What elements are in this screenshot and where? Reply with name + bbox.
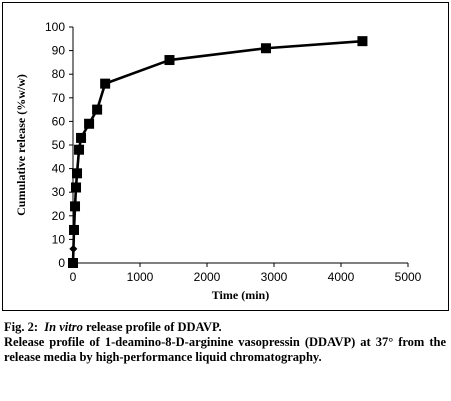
caption-title-line: Fig. 2: In vitro release profile of DDAV… [4,320,446,335]
y-tick-label: 70 [52,91,66,105]
y-axis-title: Cumulative release (%w/w) [14,74,28,216]
caption-fig-label: Fig. 2: [4,320,39,334]
x-tick-label: 2000 [194,270,221,284]
y-tick-label: 40 [52,162,66,176]
data-point-marker [70,201,81,212]
caption-description: Release profile of 1-deamino-8-D-arginin… [4,335,446,364]
y-tick-label: 90 [52,44,66,58]
figure-frame: 0 10 20 30 40 50 60 70 80 90 100 0 1000 2000 3000 4000 5… [2,2,449,311]
data-point-marker [164,55,175,66]
series-line [71,39,363,264]
data-point-marker [76,132,87,143]
data-point-marker [74,144,85,155]
y-tick-label: 10 [52,232,66,246]
x-tick-label: 3000 [261,270,288,284]
series-layer [68,36,368,268]
caption-title-italic: In vitro [44,320,83,334]
data-point-marker [92,104,103,115]
x-tick-label: 1000 [127,270,154,284]
data-point-marker [69,224,80,235]
y-tick-label: 100 [45,20,65,34]
x-axis-title: Time (min) [212,288,269,302]
data-point-marker [68,258,78,268]
y-tick-label: 20 [52,209,66,223]
figure-caption: Fig. 2: In vitro release profile of DDAV… [4,320,446,365]
data-point-marker [357,36,368,47]
x-tick-label: 4000 [328,270,355,284]
data-point-marker [72,168,83,179]
y-tick-label: 80 [52,67,66,81]
diamond-marker [69,244,78,253]
data-point-marker [100,78,111,89]
y-tick-label: 60 [52,114,66,128]
y-tick-label: 50 [52,138,66,152]
x-tick-label: 0 [70,270,77,284]
axes [69,26,409,267]
data-point-marker [260,43,271,54]
caption-title-rest: release profile of DDAVP. [85,320,222,334]
x-tick-label: 5000 [395,270,422,284]
y-tick-label: 0 [58,256,65,270]
y-tick-label: 30 [52,185,66,199]
data-point-marker [71,182,82,193]
data-point-marker [84,118,95,129]
